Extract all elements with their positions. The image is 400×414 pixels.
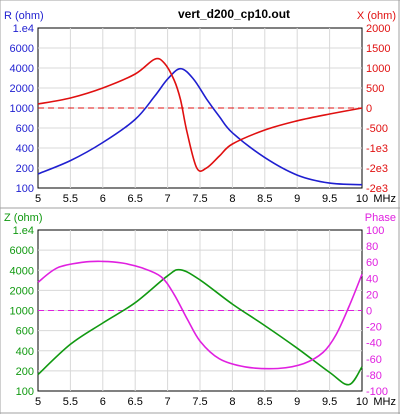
- right-tick-label-rx: -2e3: [366, 183, 388, 195]
- x-tick-label-zp: 5: [35, 396, 41, 408]
- left-tick-label-rx: 1000: [10, 103, 34, 115]
- left-tick-label-rx: 600: [16, 123, 34, 135]
- right-tick-label-rx: 0: [366, 103, 372, 115]
- series-line-r: [37, 67, 363, 186]
- x-tick-label-zp: 6.5: [128, 396, 143, 408]
- x-tick-label-rx: 5.5: [63, 193, 78, 205]
- left-tick-label-zp: 4000: [10, 265, 34, 277]
- right-tick-label-rx: 1000: [366, 63, 390, 75]
- bottom-left-axis-label: Z (ohm): [4, 212, 43, 224]
- left-tick-label-zp: 400: [16, 346, 34, 358]
- x-tick-label-zp: 7.5: [192, 396, 207, 408]
- top-right-axis-label: X (ohm): [357, 10, 396, 22]
- x-tick-label-rx: 8.5: [257, 193, 272, 205]
- bottom-right-axis-label: Phase: [365, 212, 396, 224]
- right-tick-label-zp: 60: [366, 257, 378, 269]
- left-tick-label-rx: 6000: [10, 43, 34, 55]
- z-phase-plot: 5 5.5 6 6.5 7 7.5 8 8.5 9 9.5 10 MHz1.e460004000200…: [10, 225, 396, 408]
- x-tick-label-zp: 6: [100, 396, 106, 408]
- x-tick-label-zp: 9: [294, 396, 300, 408]
- x-tick-label-zp: 8.5: [257, 396, 272, 408]
- x-tick-label-rx: 5: [35, 193, 41, 205]
- right-tick-label-zp: 20: [366, 289, 378, 301]
- left-tick-label-zp: 100: [16, 386, 34, 398]
- left-tick-label-zp: 1000: [10, 306, 34, 318]
- right-tick-label-rx: 2000: [366, 23, 390, 35]
- right-tick-label-zp: 40: [366, 273, 378, 285]
- left-tick-label-rx: 400: [16, 143, 34, 155]
- series-line-z: [37, 268, 363, 386]
- left-tick-label-rx: 100: [16, 183, 34, 195]
- x-unit-label-zp: MHz: [373, 396, 396, 408]
- right-tick-label-zp: 100: [366, 225, 384, 237]
- series-line-phase: [37, 260, 363, 370]
- left-tick-label-zp: 6000: [10, 245, 34, 257]
- left-tick-label-zp: 600: [16, 326, 34, 338]
- x-tick-label-rx: 6.5: [128, 193, 143, 205]
- rx-plot: 5 5.5 6 6.5 7 7.5 8 8.5 9 9.5 10 MHz1.e460004000200…: [10, 23, 396, 205]
- x-tick-label-rx: 10: [356, 193, 368, 205]
- right-tick-label-zp: -60: [366, 354, 382, 366]
- x-tick-label-rx: 7: [165, 193, 171, 205]
- x-tick-label-zp: 8: [229, 396, 235, 408]
- right-tick-label-zp: 80: [366, 241, 378, 253]
- right-tick-label-zp: -20: [366, 322, 382, 334]
- chart-title: vert_d200_cp10.out: [178, 7, 290, 21]
- x-tick-label-zp: 10: [356, 396, 368, 408]
- left-tick-label-rx: 1.e4: [13, 23, 34, 35]
- x-tick-label-zp: 9.5: [322, 396, 337, 408]
- right-tick-label-rx: 500: [366, 83, 384, 95]
- left-tick-label-rx: 4000: [10, 63, 34, 75]
- top-left-axis-label: R (ohm): [4, 10, 44, 22]
- right-tick-label-zp: -80: [366, 370, 382, 382]
- right-tick-label-zp: 0: [366, 306, 372, 318]
- left-tick-label-rx: 2000: [10, 83, 34, 95]
- right-tick-label-rx: 1500: [366, 43, 390, 55]
- x-unit-label-rx: MHz: [373, 193, 396, 205]
- right-tick-label-rx: -2e3: [366, 163, 388, 175]
- x-tick-label-rx: 9: [294, 193, 300, 205]
- right-tick-label-zp: -40: [366, 338, 382, 350]
- x-tick-label-rx: 9.5: [322, 193, 337, 205]
- left-tick-label-rx: 200: [16, 163, 34, 175]
- series-line-x: [37, 57, 363, 172]
- x-tick-label-rx: 6: [100, 193, 106, 205]
- right-tick-label-rx: -1e3: [366, 143, 388, 155]
- x-tick-label-rx: 7.5: [192, 193, 207, 205]
- right-tick-label-zp: -100: [366, 386, 388, 398]
- x-tick-label-rx: 8: [229, 193, 235, 205]
- left-tick-label-zp: 1.e4: [13, 225, 34, 237]
- left-tick-label-zp: 2000: [10, 285, 34, 297]
- right-tick-label-rx: -500: [366, 123, 388, 135]
- x-tick-label-zp: 5.5: [63, 396, 78, 408]
- left-tick-label-zp: 200: [16, 366, 34, 378]
- x-tick-label-zp: 7: [165, 396, 171, 408]
